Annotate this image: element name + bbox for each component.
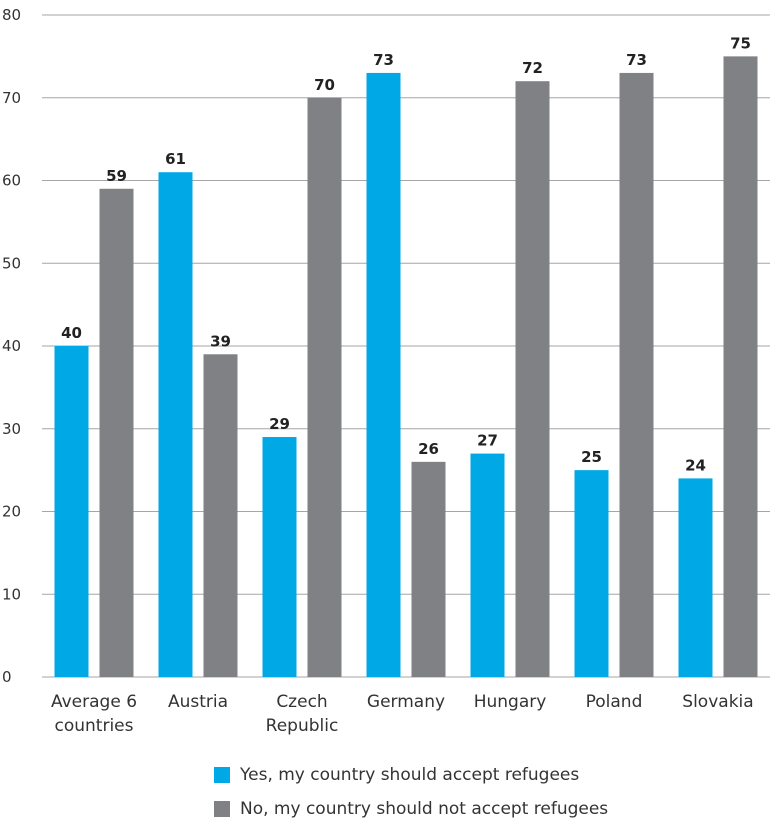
- bar-no: [307, 97, 342, 677]
- y-tick-label: 40: [2, 337, 21, 355]
- x-category-label: Slovakia: [682, 692, 753, 712]
- data-label: 27: [477, 432, 498, 450]
- bar-no: [515, 81, 550, 677]
- bar-yes: [262, 437, 297, 677]
- bar-chart: 0 10 20 30 40 50 60 70 80 40 59 61 39 29 70 73 26 27 72 25…: [2, 6, 770, 736]
- data-label: 40: [61, 324, 82, 342]
- y-tick-label: 10: [2, 585, 21, 603]
- data-label: 73: [626, 51, 647, 69]
- legend-swatch-yes: [214, 767, 230, 783]
- data-label: 75: [730, 34, 751, 52]
- x-category-label: Germany: [367, 692, 445, 712]
- data-label: 72: [522, 59, 543, 77]
- legend-swatch-no: [214, 801, 230, 817]
- data-label: 29: [269, 415, 290, 433]
- bar-yes: [158, 172, 193, 677]
- x-category-label: Hungary: [474, 692, 547, 712]
- bar-yes: [366, 72, 401, 678]
- y-tick-label: 70: [2, 89, 21, 107]
- data-label: 73: [373, 51, 394, 69]
- x-category-label: Poland: [586, 692, 643, 712]
- gridlines: [42, 14, 770, 678]
- y-tick-label: 50: [2, 254, 21, 272]
- legend: Yes, my country should accept refugees N…: [214, 760, 608, 828]
- y-tick-label: 60: [2, 172, 21, 190]
- bar-yes: [54, 346, 89, 677]
- y-tick-label: 30: [2, 420, 21, 438]
- data-label: 25: [581, 448, 602, 466]
- bar-no: [411, 461, 446, 677]
- data-label: 59: [106, 167, 127, 185]
- y-tick-label: 80: [2, 6, 21, 24]
- data-label: 61: [165, 150, 186, 168]
- bar-no: [203, 354, 238, 677]
- data-label: 26: [418, 440, 439, 458]
- bar-yes: [470, 453, 505, 677]
- legend-label-no: No, my country should not accept refugee…: [240, 799, 609, 819]
- legend-item-no: No, my country should not accept refugee…: [214, 794, 608, 824]
- bar-no: [619, 72, 654, 678]
- bar-no: [99, 188, 134, 677]
- y-tick-label: 20: [2, 503, 21, 521]
- data-labels: 40 59 61 39 29 70 73 26 27 72 25 73 24 75: [61, 34, 751, 474]
- data-label: 24: [685, 456, 706, 474]
- x-category-label: Average 6 countries: [51, 692, 137, 736]
- y-axis-tick-labels: 0 10 20 30 40 50 60 70 80: [2, 6, 21, 686]
- x-axis-category-labels: Average 6 countries Austria Czech Republic Ge…: [51, 692, 754, 736]
- x-category-label: Czech Republic: [266, 692, 339, 736]
- bar-yes: [574, 470, 609, 677]
- legend-item-yes: Yes, my country should accept refugees: [214, 760, 608, 790]
- bars: [54, 56, 758, 678]
- data-label: 70: [314, 76, 335, 94]
- x-category-label: Austria: [168, 692, 228, 712]
- y-tick-label: 0: [2, 668, 12, 686]
- legend-label-yes: Yes, my country should accept refugees: [240, 765, 580, 785]
- bar-yes: [678, 478, 713, 677]
- data-label: 39: [210, 332, 231, 350]
- bar-no: [723, 56, 758, 677]
